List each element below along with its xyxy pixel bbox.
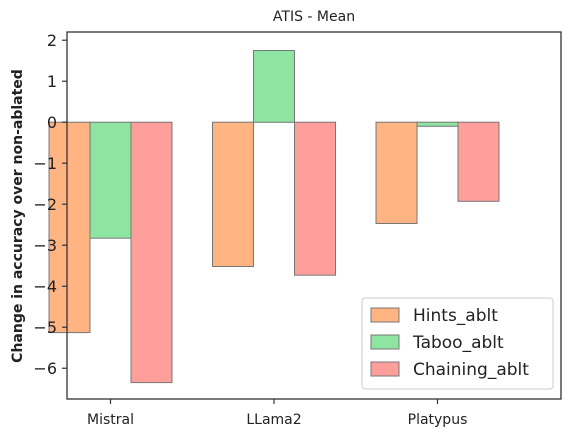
legend-label: Taboo_ablt xyxy=(412,333,504,353)
y-tick-label: −6 xyxy=(33,359,57,378)
legend-box xyxy=(361,297,554,390)
y-axis-label: Change in accuracy over non-ablated xyxy=(10,69,26,363)
x-tick-label: Mistral xyxy=(87,412,134,428)
legend-label: Hints_ablt xyxy=(413,306,498,326)
bars-layer xyxy=(48,50,500,384)
plot-frame xyxy=(66,31,562,400)
y-tick-label: −1 xyxy=(33,154,57,173)
axis-ticks: Mistral LLama2 Platypus 2 1 0 −1 −2 −3 −4 −5 −6 xyxy=(33,31,467,428)
bar-llama2-hints-ablt xyxy=(212,121,254,267)
legend-label: Chaining_ablt xyxy=(413,360,529,380)
legend-swatch-taboo-ablt xyxy=(370,334,400,350)
y-tick-label: −5 xyxy=(33,318,57,337)
x-tick-label: Platypus xyxy=(408,412,468,428)
y-tick-label: 0 xyxy=(47,113,57,132)
y-tick-label: −3 xyxy=(33,236,57,255)
bar-mistral-hints-ablt xyxy=(48,121,91,334)
bar-mistral-taboo-ablt xyxy=(89,121,132,239)
y-tick-label: 2 xyxy=(47,31,57,50)
chart-title: ATIS - Mean xyxy=(273,9,355,25)
legend-swatch-hints-ablt xyxy=(370,307,400,323)
bar-llama2-chaining-ablt xyxy=(294,121,336,276)
y-tick-label: −4 xyxy=(33,277,57,296)
y-tick-label: 1 xyxy=(47,72,57,91)
bar-platypus-chaining-ablt xyxy=(457,121,500,202)
legend-swatch-chaining-ablt xyxy=(370,361,400,377)
bar-mistral-chaining-ablt xyxy=(130,121,173,384)
x-tick-label: LLama2 xyxy=(246,412,301,428)
bar-platypus-hints-ablt xyxy=(375,121,418,224)
bar-llama2-taboo-ablt xyxy=(253,50,295,123)
legend: Hints_ablt Taboo_ablt Chaining_ablt xyxy=(361,297,554,390)
y-tick-label: −2 xyxy=(33,195,57,214)
bar-platypus-taboo-ablt xyxy=(416,121,459,127)
